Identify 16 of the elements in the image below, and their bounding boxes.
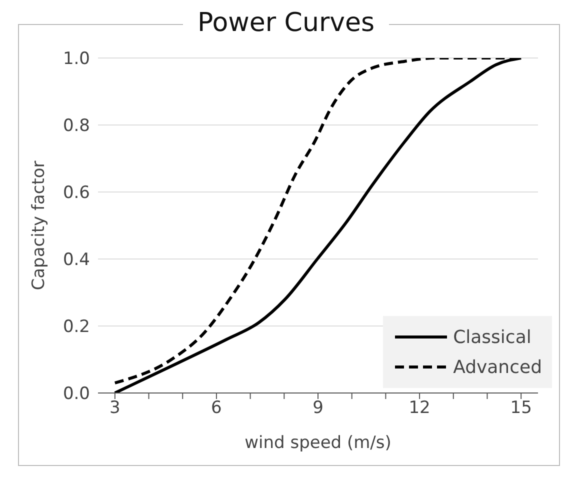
y-axis-title: Capacity factor — [29, 160, 50, 290]
x-tick-label: 6 — [211, 398, 222, 418]
y-tick-label: 0.6 — [62, 183, 90, 204]
y-tick-label: 0.0 — [62, 384, 90, 404]
legend-label: Advanced — [453, 356, 542, 378]
x-tick-label: 12 — [408, 398, 430, 418]
chart-title: Power Curves — [183, 8, 389, 38]
legend-label: Classical — [453, 326, 532, 348]
x-tick-label: 15 — [510, 398, 532, 418]
x-axis-title: wind speed (m/s) — [244, 433, 392, 453]
y-tick-label: 1.0 — [62, 49, 90, 70]
y-tick-label: 0.2 — [62, 317, 90, 338]
y-tick-label: 0.4 — [62, 250, 90, 270]
x-tick-label: 9 — [312, 398, 324, 418]
y-tick-label: 0.8 — [62, 116, 90, 136]
x-tick-label: 3 — [110, 398, 120, 418]
